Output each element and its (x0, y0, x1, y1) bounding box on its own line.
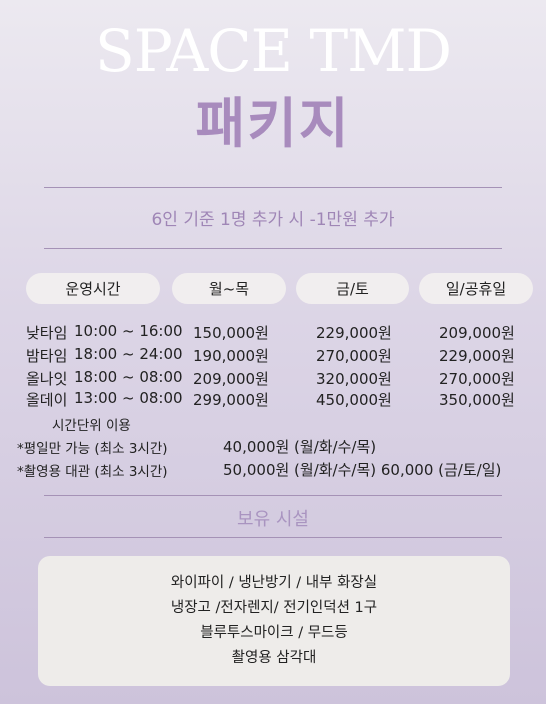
header-mon-thu: 월~목 (172, 273, 286, 304)
brand-title: SPACE TMD (94, 17, 452, 85)
weekday-price: 40,000원 (월/화/수/목) (223, 438, 377, 456)
row-price-sun: 270,000원 (439, 370, 515, 388)
row-price-fri-sat: 450,000원 (316, 391, 392, 409)
row-price-fri-sat: 320,000원 (316, 370, 392, 388)
row-name: 밤타임 (26, 347, 68, 365)
divider-top (44, 187, 502, 188)
header-hours: 운영시간 (26, 273, 160, 304)
hourly-label: 시간단위 이용 (52, 418, 131, 434)
row-price-sun: 350,000원 (439, 391, 515, 409)
facilities-box: 와이파이 / 냉난방기 / 내부 화장실 냉장고 /전자렌지/ 전기인덕션 1구… (38, 556, 510, 686)
shoot-price: 50,000원 (월/화/수/목) 60,000 (금/토/일) (223, 461, 502, 479)
header-sun-holiday: 일/공휴일 (419, 273, 533, 304)
page-title: 패키지 (195, 92, 351, 155)
shoot-label: *촬영용 대관 (최소 3시간) (17, 464, 168, 480)
facility-item: 와이파이 / 냉난방기 / 내부 화장실 (170, 575, 378, 591)
row-time: 18:00 ~ 08:00 (74, 368, 183, 386)
row-name: 올데이 (26, 391, 68, 409)
row-price-fri-sat: 229,000원 (316, 324, 392, 342)
row-name: 올나잇 (26, 370, 68, 388)
row-price-mon-thu: 209,000원 (193, 370, 269, 388)
row-time: 10:00 ~ 16:00 (74, 322, 183, 340)
weekday-label: *평일만 가능 (최소 3시간) (17, 441, 168, 457)
facility-item: 냉장고 /전자렌지/ 전기인덕션 1구 (170, 600, 378, 616)
row-time: 18:00 ~ 24:00 (74, 345, 183, 363)
facility-item: 블루투스마이크 / 무드등 (200, 625, 348, 641)
row-price-mon-thu: 190,000원 (193, 347, 269, 365)
divider-subtitle (44, 248, 502, 249)
row-price-mon-thu: 299,000원 (193, 391, 269, 409)
row-price-sun: 209,000원 (439, 324, 515, 342)
row-name: 낮타임 (26, 324, 68, 342)
row-price-fri-sat: 270,000원 (316, 347, 392, 365)
header-fri-sat: 금/토 (296, 273, 409, 304)
facility-item: 촬영용 삼각대 (231, 650, 317, 666)
divider-facilities-top (44, 495, 502, 496)
row-price-mon-thu: 150,000원 (193, 324, 269, 342)
subtitle: 6인 기준 1명 추가 시 -1만원 추가 (151, 210, 395, 230)
divider-facilities-bottom (44, 537, 502, 538)
row-time: 13:00 ~ 08:00 (74, 389, 183, 407)
facilities-title: 보유 시설 (237, 509, 309, 530)
row-price-sun: 229,000원 (439, 347, 515, 365)
